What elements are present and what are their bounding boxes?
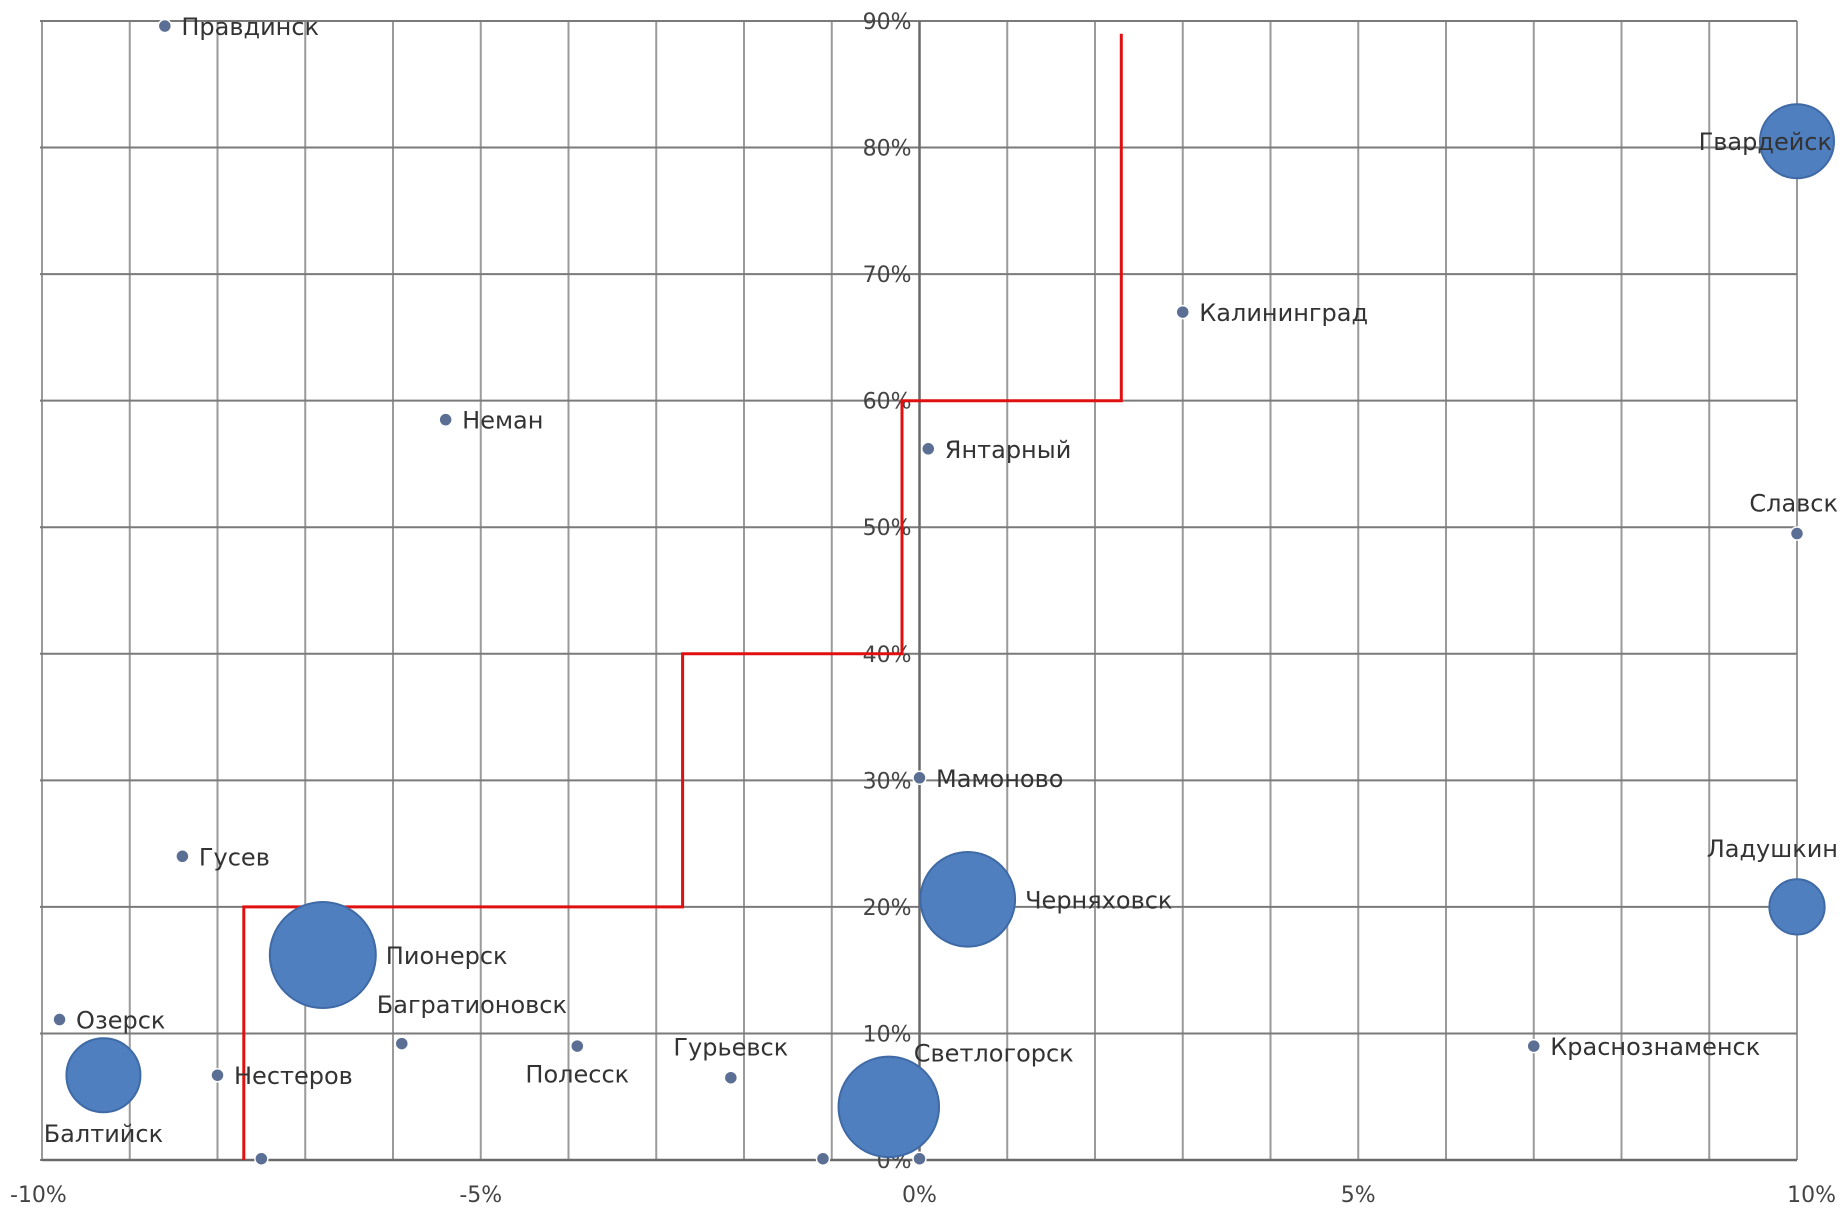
bubble-point: [52, 1012, 67, 1027]
point-label: Нестеров: [234, 1062, 353, 1090]
bubble-point: [268, 900, 377, 1009]
bubble-point: [912, 770, 927, 786]
point-label: Гурьевск: [673, 1034, 788, 1062]
bubble-point: [394, 1036, 410, 1051]
step-line: [242, 33, 1123, 1160]
bubble-point: [157, 18, 173, 34]
bubble-point: [815, 1151, 831, 1166]
y-tick-label: 10%: [863, 1022, 912, 1047]
bubble-point: [912, 1151, 927, 1166]
point-label: Черняховск: [1025, 886, 1172, 914]
bubble-point: [438, 412, 453, 427]
bubble-point: [1768, 878, 1826, 936]
bubble-point: [1526, 1038, 1541, 1054]
bubble-point: [837, 1055, 941, 1159]
point-label: Полесск: [525, 1061, 629, 1089]
bubble-point: [723, 1070, 739, 1085]
point-label: Ладушкин: [1707, 835, 1838, 863]
bubble-point: [1175, 304, 1190, 320]
point-label: Краснознаменск: [1550, 1033, 1760, 1061]
y-tick-label: 50%: [863, 516, 912, 541]
axis-ticks: 0%10%20%30%40%50%60%70%80%90%-10% -5% 0% 5%…: [10, 10, 1836, 1208]
x-tick-label: 10%: [1787, 1183, 1836, 1207]
bubble-point: [210, 1067, 225, 1083]
x-tick-label: -10%: [10, 1183, 67, 1207]
point-label: Славск: [1749, 490, 1838, 518]
bubble-point: [1789, 526, 1805, 541]
y-tick-label: 70%: [863, 263, 912, 288]
point-label: Балтийск: [44, 1120, 163, 1148]
bubble-point: [254, 1151, 269, 1166]
point-label: Янтарный: [945, 436, 1072, 464]
point-label: Неман: [462, 407, 543, 435]
bubble-point: [65, 1037, 142, 1114]
x-tick-label: -5%: [459, 1183, 502, 1207]
x-tick-label: 5%: [1341, 1183, 1376, 1207]
y-tick-label: 90%: [863, 10, 912, 35]
point-label: Гусев: [199, 843, 270, 871]
point-label: Мамоново: [936, 765, 1063, 793]
x-tick-label: 0%: [902, 1183, 937, 1207]
point-label: Светлогорск: [914, 1040, 1074, 1068]
bubble-point: [919, 850, 1017, 948]
y-tick-label: 20%: [863, 896, 912, 921]
bubble-point: [1759, 103, 1835, 180]
point-label: Гвардейск: [1699, 128, 1832, 156]
y-tick-label: 80%: [863, 137, 912, 162]
point-label: Правдинск: [181, 13, 319, 41]
bubble-point: [175, 849, 190, 864]
point-label: Багратионовск: [377, 991, 567, 1019]
point-label: Калининград: [1199, 299, 1368, 327]
bubble-point: [921, 441, 936, 457]
step-line-layer: [242, 33, 1123, 1160]
bubbles-layer: [52, 18, 1835, 1166]
point-label: Пионерск: [386, 942, 508, 970]
bubble-point: [570, 1038, 585, 1054]
point-label: Озерск: [76, 1007, 165, 1035]
y-tick-label: 30%: [863, 769, 912, 794]
point-labels-layer: Правдинск Гвардейск Калининград Неман Янтарн…: [44, 13, 1838, 1148]
